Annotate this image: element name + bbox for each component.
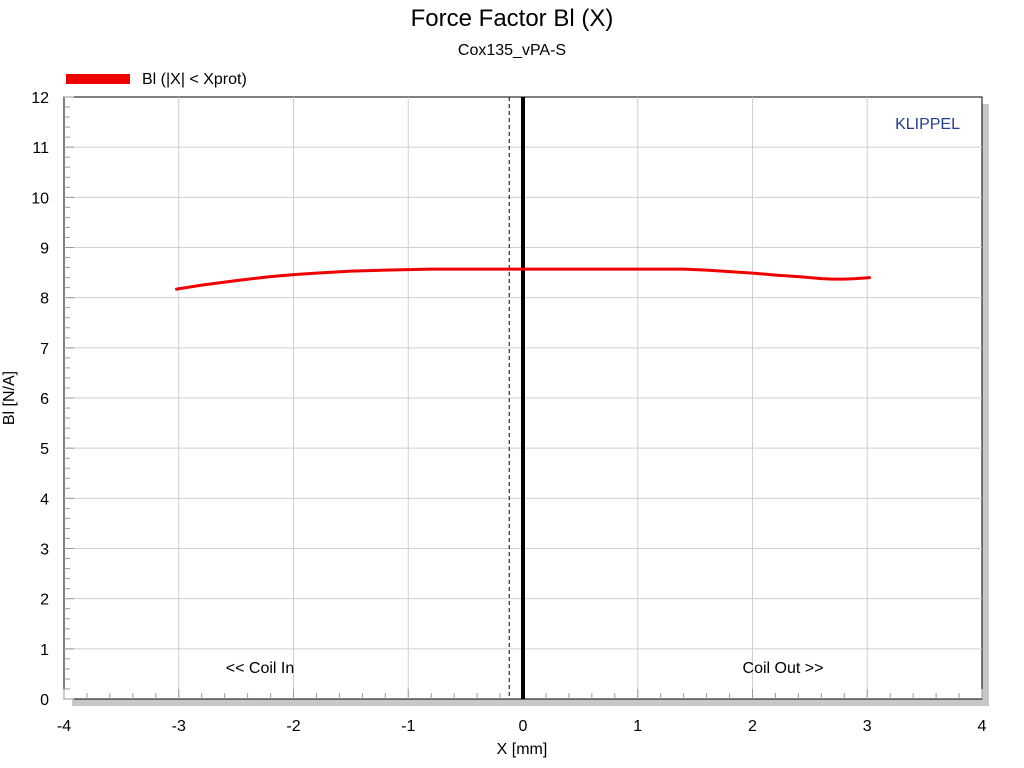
x-tick-label: -3 [172, 718, 186, 735]
y-tick-label: 8 [40, 291, 49, 308]
y-tick-label: 11 [32, 140, 49, 157]
x-tick-label: 3 [863, 718, 872, 735]
plot-shadow-right [982, 104, 989, 706]
series-line-bl [175, 267, 871, 291]
y-tick-label: 6 [40, 391, 49, 408]
chart-subtitle: Cox135_vPA-S [458, 42, 566, 59]
x-axis-label: X [mm] [497, 741, 548, 758]
minor-ticks [63, 96, 983, 700]
x-tick-label: 0 [519, 718, 528, 735]
y-tick-label: 7 [40, 341, 49, 358]
y-tick-label: 10 [31, 190, 49, 207]
y-tick-label: 2 [40, 592, 49, 609]
y-axis-label: Bl [N/A] [1, 371, 18, 425]
x-tick-label: 2 [748, 718, 757, 735]
x-tick-label: -4 [57, 718, 71, 735]
y-tick-label: 4 [40, 491, 49, 508]
plot-shadow-bottom [72, 699, 989, 706]
legend-label: Bl (|X| < Xprot) [142, 71, 247, 88]
y-tick-label: 0 [40, 692, 49, 709]
y-tick-label: 3 [40, 542, 49, 559]
y-tick-label: 12 [31, 90, 49, 107]
x-tick-label: -2 [286, 718, 300, 735]
brand-label: KLIPPEL [895, 116, 960, 133]
chart-title: Force Factor Bl (X) [411, 5, 614, 32]
x-tick-labels: -4 -3 -2 -1 0 1 2 3 4 [57, 718, 987, 735]
y-tick-label: 9 [40, 241, 49, 258]
annotation-coil-in: << Coil In [226, 660, 294, 677]
annotation-coil-out: Coil Out >> [743, 660, 824, 677]
y-tick-label: 5 [40, 441, 49, 458]
x-tick-label: 4 [978, 718, 987, 735]
series-group [175, 267, 871, 291]
y-tick-label: 1 [40, 642, 49, 659]
legend-swatch [66, 74, 130, 84]
x-tick-label: 1 [633, 718, 642, 735]
x-tick-label: -1 [401, 718, 415, 735]
